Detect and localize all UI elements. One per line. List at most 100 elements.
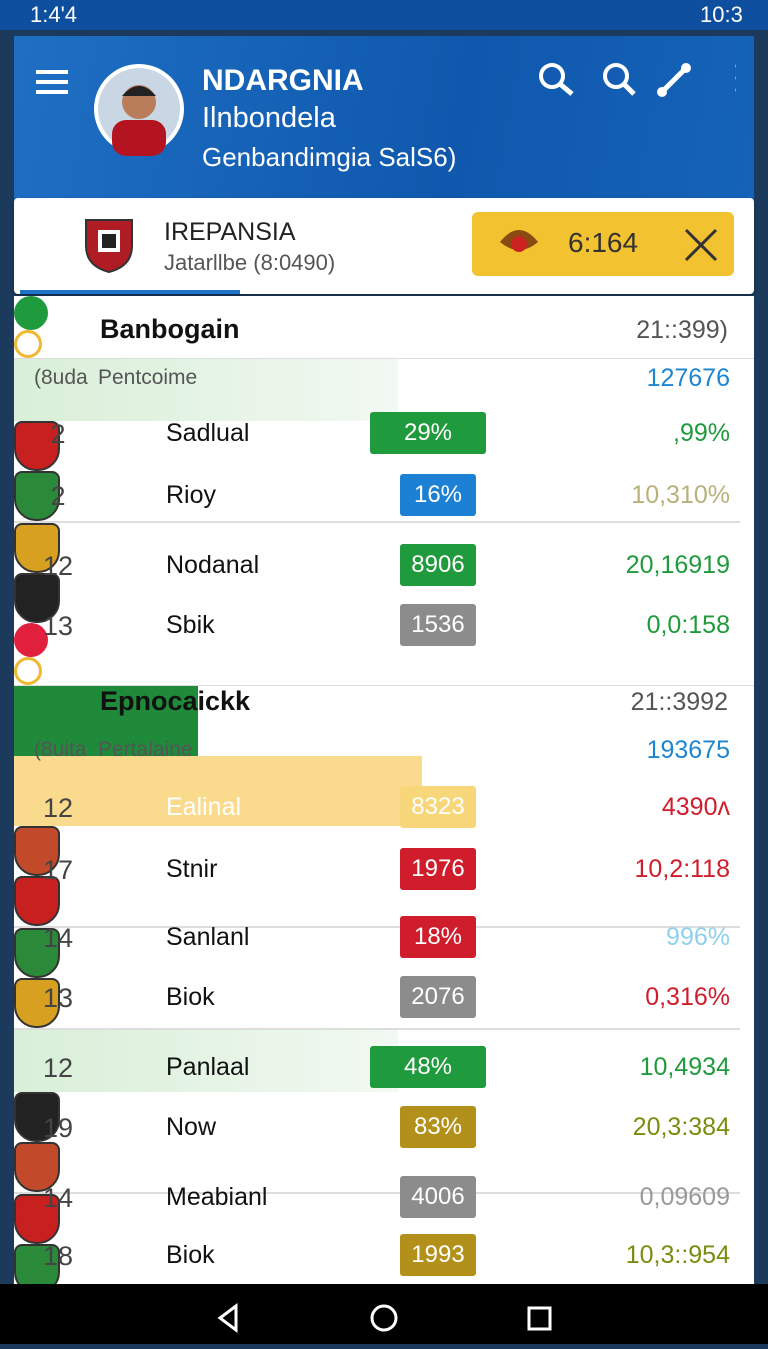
badge: 16% [400,474,476,516]
team-name[interactable]: Sanlanl [166,923,250,951]
nav-bar [0,1284,768,1344]
team-name[interactable]: Biok [166,983,215,1011]
search-button[interactable] [539,63,574,96]
more-button[interactable] [735,63,737,94]
row-value: 10,310% [631,481,730,509]
team-name: IREPANSIA [164,218,296,246]
clock-left: 1:4'4 [30,2,78,27]
app-header: NDARGNIA Ilnbondela Genbandimgia SalS6) [14,36,754,201]
section-label: Pertalaine [98,738,193,761]
badge: 4006 [400,1176,476,1218]
section-icon [14,623,48,657]
team-crest [14,523,60,573]
rank: 13 [42,983,74,1013]
row-value: 0,316% [645,983,730,1011]
row-value: 20,3:384 [632,1113,730,1141]
team-name[interactable]: Nodanal [166,551,260,579]
section-time: 21::399) [636,316,728,344]
team-name[interactable]: Rioy [166,481,217,509]
rank: 2 [50,419,66,449]
score-pill[interactable]: 6:164 [472,212,734,276]
badge: 83% [400,1106,476,1148]
row-highlight [14,1030,398,1092]
section-label: Pentcoime [98,366,198,389]
recents-button[interactable] [527,1306,552,1331]
rank: 2 [50,481,66,511]
team-name[interactable]: Now [166,1113,217,1141]
badge: 1536 [400,604,476,646]
clock-icon [14,657,42,685]
divider [14,358,754,359]
status-bar: 1:4'4 10:3 [0,0,768,30]
row-highlight [14,686,198,756]
match-card[interactable]: IREPANSIA Jatarllbe (8:0490) 6:164 [14,198,754,294]
divider [14,1028,740,1030]
divider [14,1192,740,1194]
rank: 12 [42,793,74,823]
clock-icon [14,330,42,358]
section-icon [14,296,48,330]
header-title: NDARGNIA [202,64,364,97]
rank: 12 [42,551,74,581]
section-name: Epnocaickk [100,686,251,716]
row-value: ,99% [673,419,730,447]
divider [14,521,740,523]
rank: 18 [42,1241,74,1271]
clock: 10:3 [700,2,743,27]
team-crest [14,471,60,521]
score: 6:164 [568,227,639,258]
rank: 17 [42,855,74,885]
search-button[interactable] [603,63,636,96]
badge: 29% [370,412,486,454]
row-value: 4390ʌ [661,793,730,821]
section-label: (8uita [34,738,87,761]
back-button[interactable] [217,1303,238,1333]
divider [14,685,754,686]
rank: 12 [42,1053,74,1083]
team-crest [14,876,60,926]
standings-list: Banbogain 21::399) (8uda Pentcoime 127676 2 Sa… [14,296,754,1284]
section-name: Banbogain [100,314,240,344]
team-crest [14,1244,60,1284]
close-icon[interactable] [682,226,720,264]
team-crest [14,1142,60,1192]
row-value: 10,2:118 [634,855,730,883]
section-value: 127676 [646,364,730,392]
team-crest [14,573,60,623]
badge: 8906 [400,544,476,586]
row-value: 996% [666,923,730,951]
rank: 14 [42,923,74,953]
section-time: 21::3992 [630,688,728,716]
team-name[interactable]: Stnir [166,855,218,883]
row-value: 10,4934 [639,1053,730,1081]
team-crest [14,421,60,471]
share-button[interactable] [657,63,691,97]
rank: 19 [42,1113,74,1143]
nav-buttons [217,1303,552,1333]
team-name[interactable]: Panlaal [166,1053,250,1081]
rank: 14 [42,1183,74,1213]
header-caption: Genbandimgia SalS6) [202,142,457,172]
team-crest [14,978,60,1028]
team-name[interactable]: Sbik [166,611,215,639]
row-value: 0,09609 [639,1183,730,1211]
team-crest [85,219,133,274]
match-detail: Jatarllbe (8:0490) [164,250,336,275]
team-name[interactable]: Meabianl [166,1183,268,1211]
divider [14,926,740,928]
row-value: 20,16919 [625,551,730,579]
team-crest [14,1092,60,1142]
avatar[interactable] [92,62,186,156]
rank: 13 [42,611,74,641]
section-label: (8uda [34,366,88,389]
team-name[interactable]: Biok [166,1241,215,1269]
badge: 2076 [400,976,476,1018]
badge: 1993 [400,1234,476,1276]
home-button[interactable] [370,1304,398,1332]
team-name[interactable]: Ealinal [166,793,242,821]
menu-button[interactable] [36,68,70,96]
row-value: 0,0:158 [646,611,730,639]
team-name[interactable]: Sadlual [166,419,250,447]
team-crest [14,826,60,876]
